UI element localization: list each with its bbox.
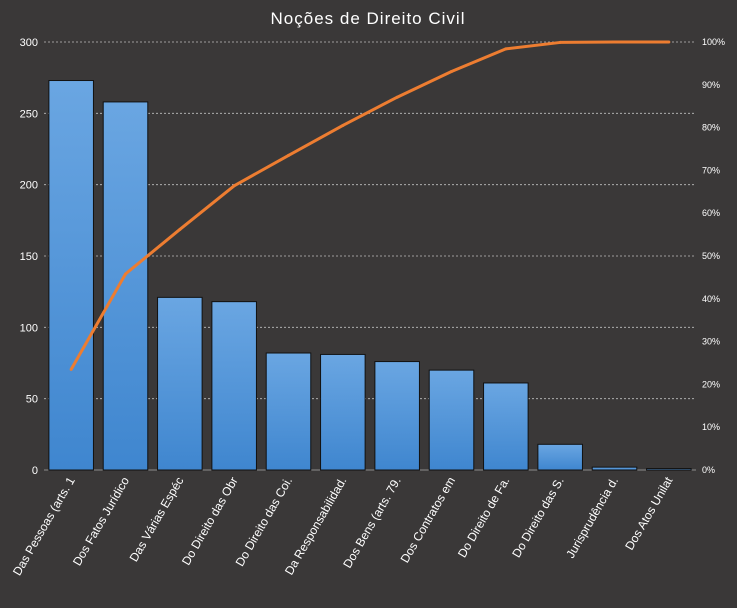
x-tick-label: Dos Atos Unilat [622,474,675,553]
line-point [667,40,671,44]
bar [537,443,583,471]
line-point [124,272,127,276]
bar-series [48,80,692,471]
line-point [232,184,236,188]
x-tick-label: Dos Fatos Jurídico [70,474,132,568]
gridlines [44,41,696,471]
x-tick-label: Jurisprudência d. [563,475,621,561]
bar [102,101,149,471]
x-tick-label: Das Pessoas (arts. 1 [10,474,78,578]
y-tick-label: 200 [20,180,38,192]
line-point [450,70,453,74]
y-tick-label: 300 [20,37,38,49]
secondary-y-axis: 0% 10% 20% 30% 40% 50% 60% 70% 80% 90% 100% [702,37,725,475]
bar [320,353,366,471]
y2-tick-label: 70% [702,165,720,175]
bar [428,369,475,471]
chart-title: Noções de Direito Civil [271,9,466,28]
line-point [395,95,399,99]
y2-tick-label: 60% [702,208,720,218]
x-tick-label: Do Direito das Coi. [233,475,295,569]
line-point [504,47,508,51]
x-tick-label: Da Responsabilidad. [282,475,349,578]
line-point [178,227,182,231]
line-point [613,40,616,44]
line-point [69,367,73,371]
y-tick-label: 150 [20,251,38,263]
bar [374,361,420,471]
y2-tick-label: 100% [702,37,725,47]
y2-tick-label: 80% [702,123,720,133]
x-tick-label: Do Direito de Fa. [455,475,512,561]
bar [157,296,203,471]
line-point [287,153,290,157]
y2-tick-label: 20% [702,379,720,389]
y2-tick-label: 90% [702,80,720,90]
bar [211,301,257,471]
y-tick-label: 0 [32,465,38,477]
cumulative-line [69,40,669,371]
line-point [341,123,345,127]
x-tick-label: Dos Bens (arts. 79. [340,475,403,571]
cumulative-line-series [69,40,671,371]
y-tick-label: 100 [20,322,38,334]
x-tick-label: Do Direito das S. [509,475,566,561]
bar [265,352,312,471]
x-tick-label: Das Várias Espéc [127,475,187,565]
bar [591,466,638,471]
y-tick-label: 50 [26,394,38,406]
bar [646,468,692,471]
y-axis: 0 50 100 150 200 250 300 [20,37,38,477]
y2-tick-label: 40% [702,294,720,304]
bar [48,80,94,471]
bar [483,382,529,471]
x-tick-label: Dos Contratos em [398,474,458,565]
x-tick-label: Do Direito das Obr [179,475,241,568]
line-point [558,40,562,44]
y2-tick-label: 0% [702,465,715,475]
y-tick-label: 250 [20,108,38,120]
y2-tick-label: 30% [702,337,720,347]
y2-tick-label: 50% [702,251,720,261]
y2-tick-label: 10% [702,422,720,432]
